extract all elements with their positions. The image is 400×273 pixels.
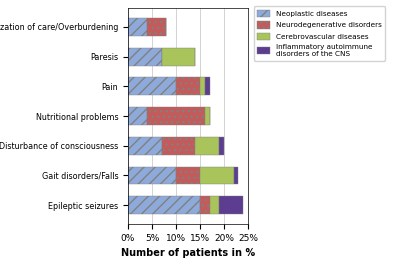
Bar <box>234 167 238 184</box>
Bar <box>176 78 200 95</box>
Bar <box>128 48 162 66</box>
Bar <box>219 137 224 155</box>
Bar <box>200 78 205 95</box>
Bar <box>128 78 176 95</box>
Bar <box>176 167 200 184</box>
Bar <box>162 48 195 66</box>
Bar <box>147 18 166 36</box>
Bar <box>200 167 234 184</box>
Bar <box>128 18 147 36</box>
Bar <box>219 196 243 214</box>
Bar <box>147 107 205 125</box>
Bar <box>200 196 210 214</box>
Bar <box>205 107 210 125</box>
Bar <box>128 196 200 214</box>
X-axis label: Number of patients in %: Number of patients in % <box>121 248 255 258</box>
Bar <box>128 107 147 125</box>
Bar <box>195 137 219 155</box>
Bar <box>128 137 162 155</box>
Legend: Neoplastic diseases, Neurodegenerative disorders, Cerebrovascular diseases, Infl: Neoplastic diseases, Neurodegenerative d… <box>254 6 386 61</box>
Bar <box>128 167 176 184</box>
Bar <box>210 196 219 214</box>
Bar <box>205 78 210 95</box>
Bar <box>162 137 195 155</box>
